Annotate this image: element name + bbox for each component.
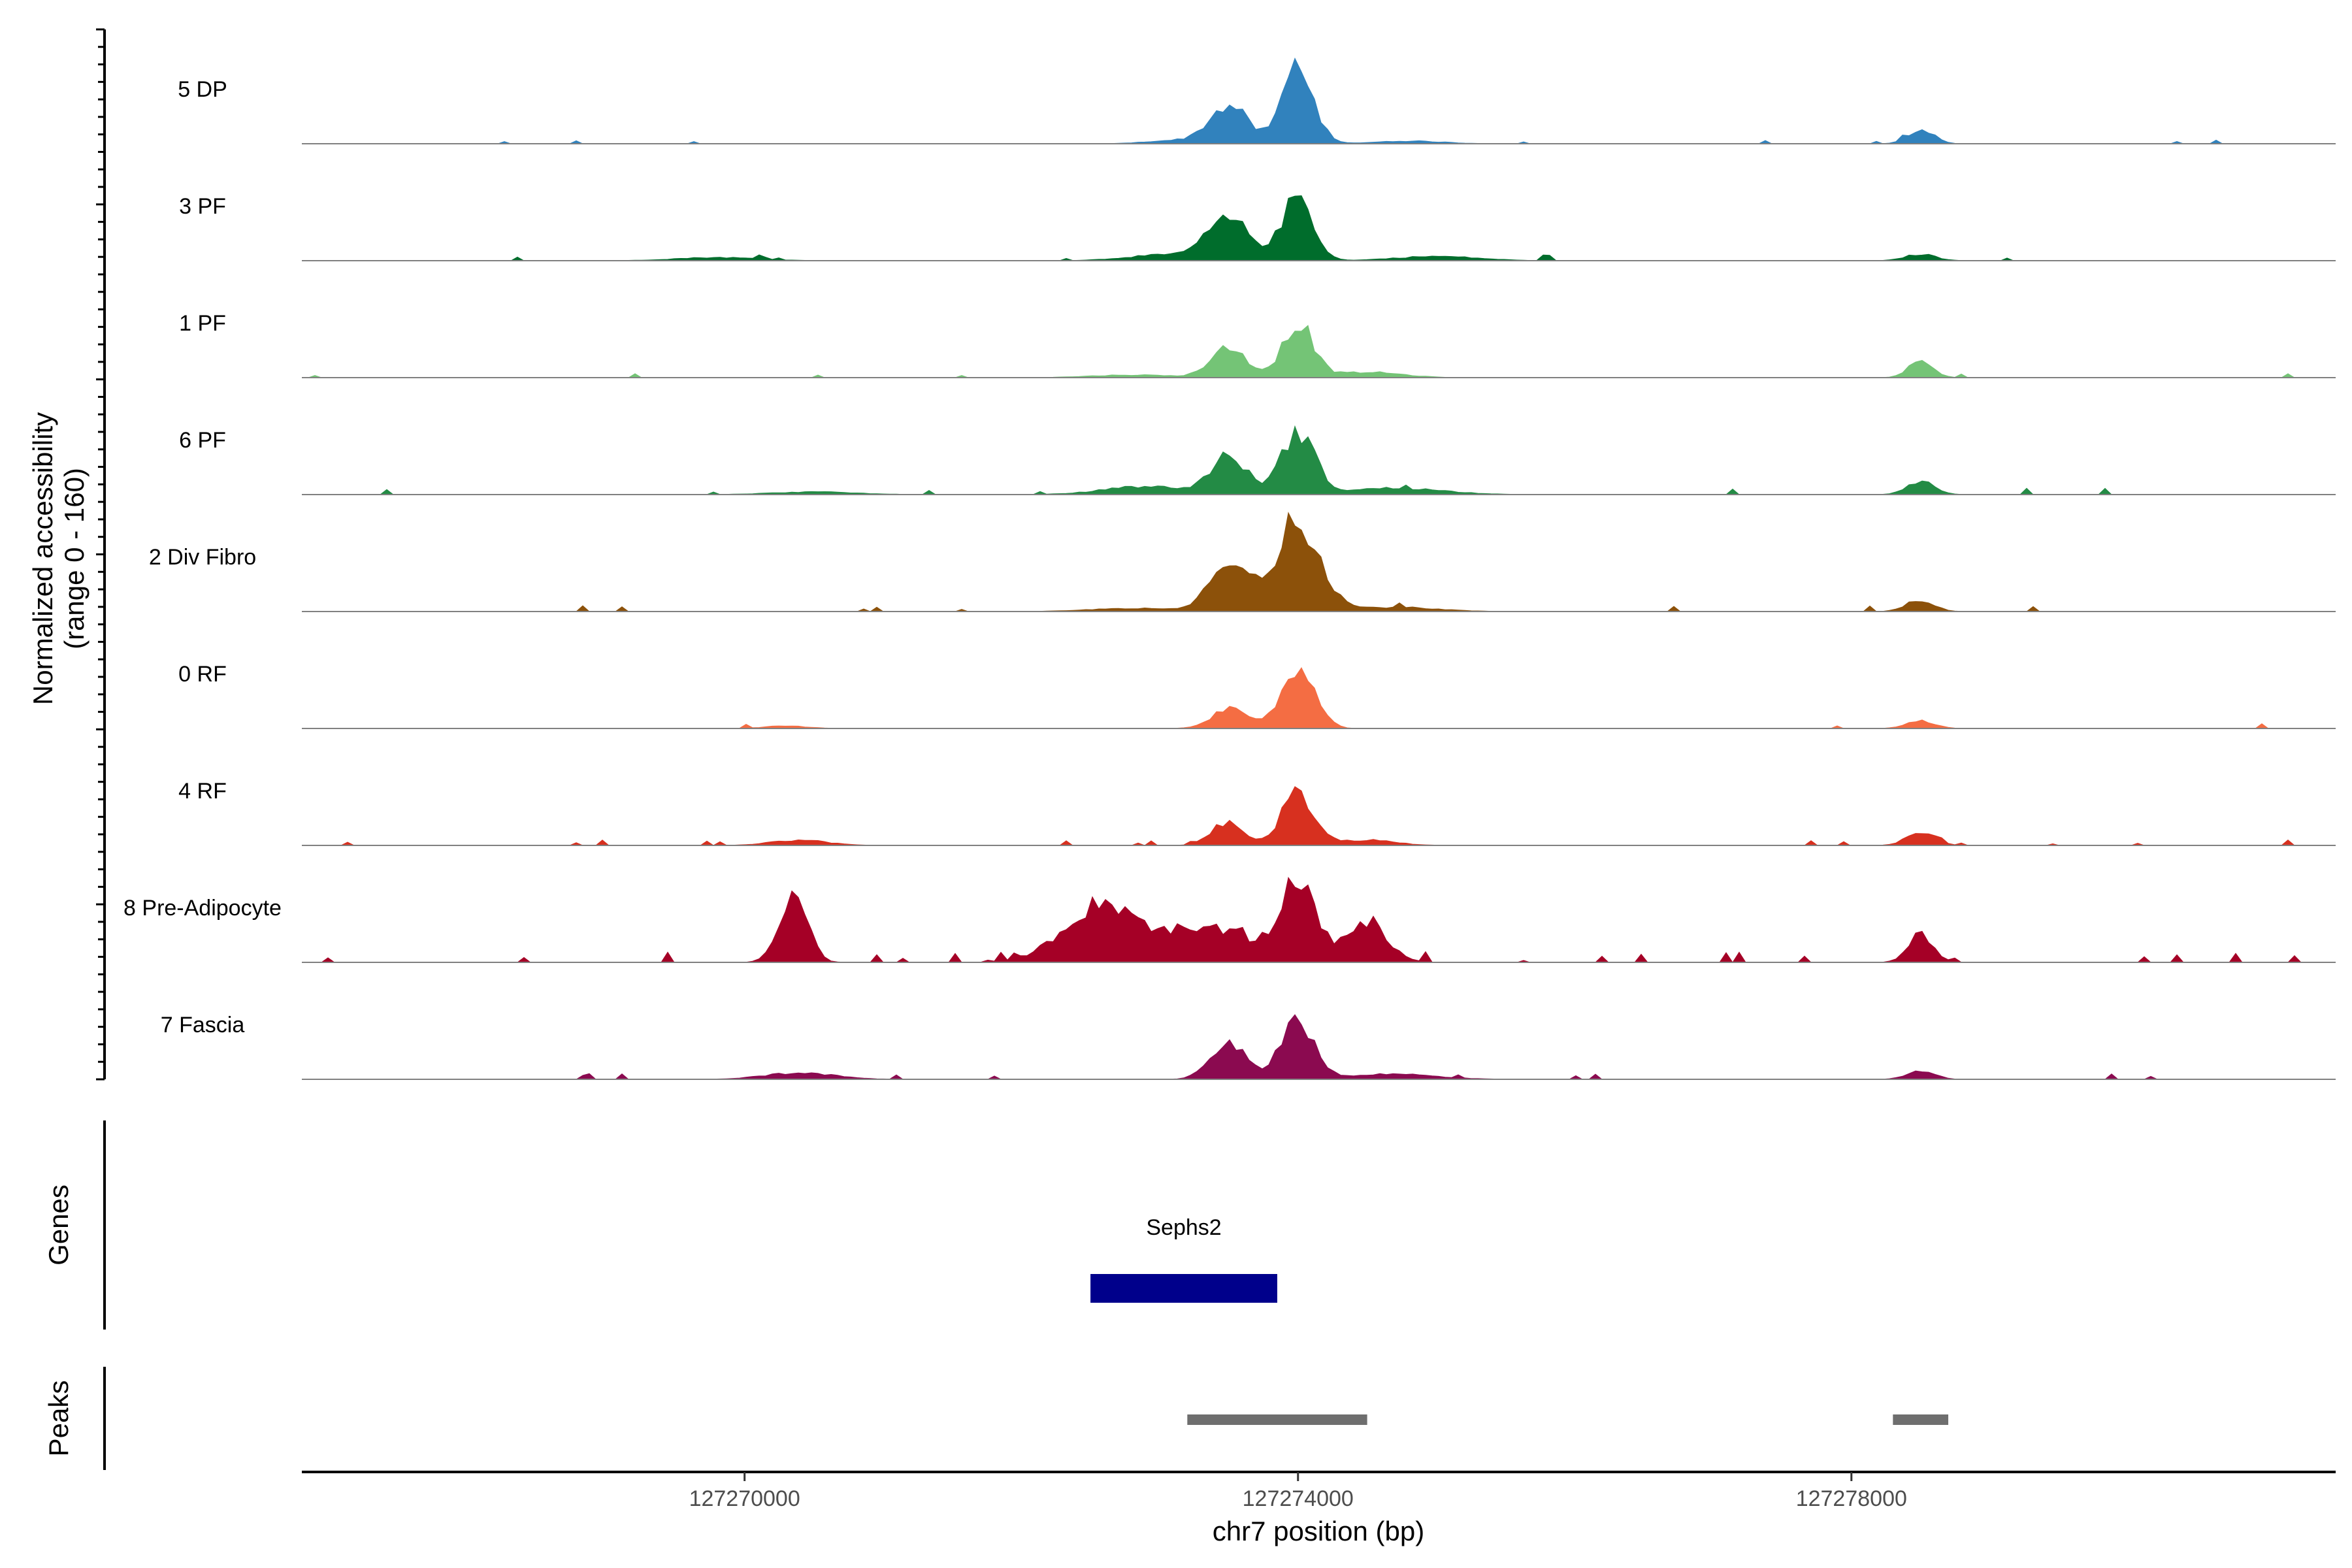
peak-region <box>1187 1414 1367 1425</box>
y-axis-title-line1: Normalized accessibility <box>27 412 58 705</box>
genes-panel-title: Genes <box>43 1184 74 1266</box>
x-tick-label: 127278000 <box>1796 1486 1907 1511</box>
track-label: 0 RF <box>178 662 227 687</box>
coverage-area <box>302 57 2336 144</box>
coverage-area <box>302 512 2336 612</box>
track-3-pf: 3 PF <box>179 194 2336 261</box>
track-label: 2 Div Fibro <box>149 545 256 570</box>
track-label: 8 Pre-Adipocyte <box>123 896 282 921</box>
track-label: 7 Fascia <box>161 1013 245 1037</box>
track-6-pf: 6 PF <box>179 425 2336 495</box>
gene-label: Sephs2 <box>1146 1215 1221 1240</box>
track-label: 3 PF <box>179 194 226 219</box>
coverage-area <box>302 667 2336 729</box>
x-tick-label: 127274000 <box>1243 1486 1354 1511</box>
y-axis-title-line2: (range 0 - 160) <box>59 468 90 649</box>
coverage-area <box>302 195 2336 261</box>
genes-track: Sephs2 <box>1090 1215 1277 1303</box>
track-label: 6 PF <box>179 428 226 453</box>
coverage-area <box>302 877 2336 963</box>
coverage-area <box>302 1014 2336 1080</box>
gene-body <box>1090 1274 1277 1303</box>
x-axis-ticks: 127270000 127274000 127278000 <box>689 1472 1907 1511</box>
y-axis <box>96 28 106 1081</box>
track-label: 1 PF <box>179 311 226 336</box>
track-8-pre-adipocyte: 8 Pre-Adipocyte <box>123 877 2336 963</box>
peak-region <box>1893 1414 1949 1425</box>
coverage-tracks: 5 DP 3 PF 1 PF 6 PF 2 Div Fibro 0 RF 4 RF 8 Pre… <box>123 57 2336 1080</box>
track-7-fascia: 7 Fascia <box>161 1013 2336 1080</box>
track-label: 4 RF <box>178 779 227 804</box>
track-0-rf: 0 RF <box>178 662 2336 729</box>
coverage-area <box>302 325 2336 378</box>
track-label: 5 DP <box>178 77 227 102</box>
track-4-rf: 4 RF <box>178 779 2336 846</box>
coverage-area <box>302 786 2336 846</box>
track-1-pf: 1 PF <box>179 311 2336 378</box>
track-2-div-fibro: 2 Div Fibro <box>149 512 2336 612</box>
x-axis-title: chr7 position (bp) <box>1213 1516 1425 1546</box>
x-tick-label: 127270000 <box>689 1486 800 1511</box>
track-5-dp: 5 DP <box>178 57 2336 144</box>
coverage-area <box>302 425 2336 495</box>
peaks-track <box>1187 1414 1949 1425</box>
peaks-panel-title: Peaks <box>43 1380 74 1457</box>
